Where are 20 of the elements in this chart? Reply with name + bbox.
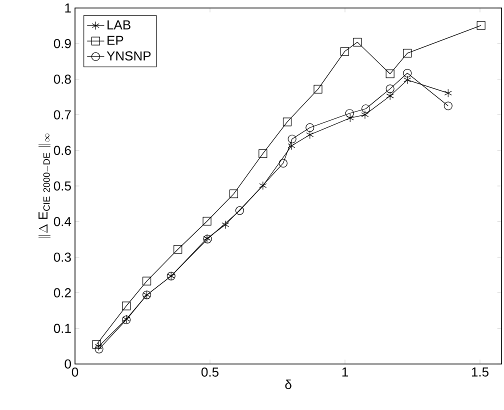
- x-tick-label: 1.5: [472, 368, 488, 377]
- y-tick-label: 1: [65, 4, 71, 12]
- legend-label: LAB: [108, 20, 130, 30]
- y-tick-label: 0: [64, 359, 71, 369]
- y-tick-label: 0.1: [54, 324, 71, 333]
- x-tick-label: 0: [72, 368, 78, 377]
- y-tick-label: 0.9: [54, 38, 71, 48]
- x-tick-label: 1: [342, 368, 348, 376]
- y-axis-title: $\|\Delta\ \mathrm{E}_{\mathrm{CIE\ 2000{-}DE}}\ \|_{\infty}$: [38, 134, 50, 238]
- y-tick-label: 0.7: [54, 110, 71, 120]
- x-axis-title: δ: [285, 380, 292, 390]
- legend-label: EP: [108, 36, 124, 45]
- y-tick-label: 0.5: [54, 181, 71, 191]
- y-tick-label: 0.6: [54, 146, 71, 155]
- legend-label: YNSNP: [106, 51, 151, 61]
- y-tick-label: 0.8: [54, 74, 71, 84]
- y-tick-label: 0.4: [54, 216, 72, 226]
- x-tick-label: 0.5: [201, 368, 218, 377]
- y-tick-label: 0.3: [54, 252, 71, 262]
- y-tick-label: 0.2: [54, 288, 71, 298]
